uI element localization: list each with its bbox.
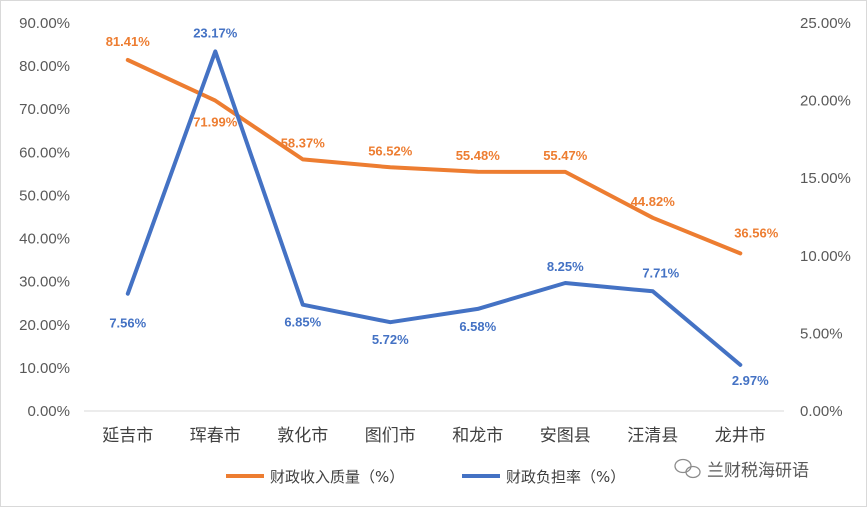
data-label: 6.85%: [284, 315, 321, 330]
data-label: 23.17%: [193, 25, 238, 40]
watermark: 兰财税海研语: [674, 458, 809, 481]
right-tick-label: 10.00%: [800, 248, 851, 265]
right-tick-label: 20.00%: [800, 93, 851, 110]
series-line-orange: [125, 58, 743, 256]
category-label: 敦化市: [277, 426, 328, 446]
data-label: 55.48%: [456, 148, 501, 163]
wechat-icon: [674, 458, 701, 479]
category-label: 安图县: [540, 426, 591, 446]
category-label: 和龙市: [452, 426, 503, 446]
right-tick-label: 0.00%: [800, 403, 843, 420]
data-label: 58.37%: [281, 135, 326, 150]
right-tick-label: 5.00%: [800, 325, 843, 342]
left-tick-label: 30.00%: [19, 274, 70, 291]
right-tick-label: 25.00%: [800, 15, 851, 32]
category-label: 延吉市: [102, 426, 153, 446]
category-label: 图们市: [365, 426, 416, 446]
left-tick-label: 20.00%: [19, 317, 70, 334]
data-label: 81.41%: [106, 34, 151, 49]
watermark-text: 兰财税海研语: [707, 461, 809, 481]
data-label: 5.72%: [372, 332, 409, 347]
legend: 财政收入质量（%） 财政负担率（%）: [226, 468, 625, 486]
left-tick-label: 10.00%: [19, 360, 70, 377]
series-line-blue: [125, 49, 743, 367]
data-label: 71.99%: [193, 115, 238, 130]
left-tick-label: 40.00%: [19, 231, 70, 248]
data-label: 44.82%: [631, 194, 676, 209]
legend-label-orange: 财政收入质量（%）: [270, 468, 404, 486]
data-label: 36.56%: [734, 225, 779, 240]
left-axis-ticks: 0.00% 10.00% 20.00% 30.00% 40.00% 50.00% 60.00…: [19, 15, 70, 420]
data-label: 8.25%: [547, 259, 584, 274]
left-tick-label: 80.00%: [19, 58, 70, 75]
right-axis-ticks: 0.00% 5.00% 10.00% 15.00% 20.00% 25.00%: [800, 15, 851, 420]
series-lines: [125, 49, 743, 367]
left-tick-label: 0.00%: [27, 403, 70, 420]
data-label: 7.56%: [109, 316, 146, 331]
category-label: 龙井市: [715, 426, 766, 446]
category-label: 珲春市: [190, 426, 241, 446]
left-tick-label: 50.00%: [19, 187, 70, 204]
data-label: 55.47%: [543, 148, 588, 163]
data-label: 2.97%: [732, 373, 769, 388]
data-label: 6.58%: [459, 319, 496, 334]
left-tick-label: 90.00%: [19, 15, 70, 32]
left-tick-label: 70.00%: [19, 101, 70, 118]
right-tick-label: 15.00%: [800, 170, 851, 187]
data-labels: 81.41% 71.99% 58.37% 56.52% 55.48% 55.47% 44.8…: [106, 25, 779, 388]
left-tick-label: 60.00%: [19, 144, 70, 161]
data-label: 7.71%: [642, 265, 679, 280]
category-label: 汪清县: [627, 426, 678, 446]
data-label: 56.52%: [368, 143, 413, 158]
category-labels: 延吉市 珲春市 敦化市 图们市 和龙市 安图县 汪清县 龙井市: [102, 426, 766, 446]
legend-label-blue: 财政负担率（%）: [506, 468, 625, 486]
